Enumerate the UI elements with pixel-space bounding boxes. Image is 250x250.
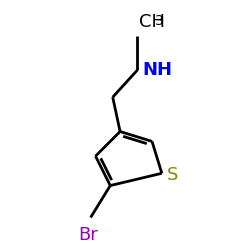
- Text: CH: CH: [138, 13, 164, 31]
- Text: S: S: [167, 166, 178, 184]
- Text: Br: Br: [78, 226, 98, 244]
- Text: 3: 3: [154, 14, 163, 28]
- Text: NH: NH: [142, 61, 172, 79]
